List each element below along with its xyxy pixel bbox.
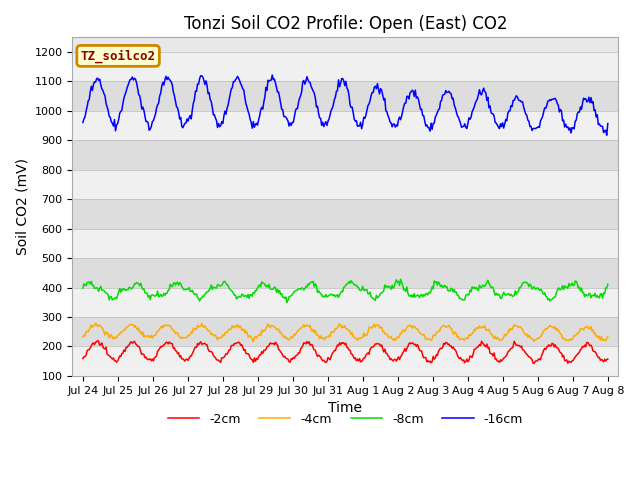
Bar bbox=[72, 288, 618, 317]
-2cm bbox=[79, 356, 87, 361]
-4cm bbox=[365, 324, 373, 330]
-4cm bbox=[333, 325, 341, 331]
-8cm bbox=[593, 293, 601, 299]
-4cm bbox=[593, 333, 601, 339]
-8cm bbox=[333, 293, 340, 299]
-16cm bbox=[364, 103, 372, 108]
Y-axis label: Soil CO2 (mV): Soil CO2 (mV) bbox=[15, 158, 29, 255]
-16cm bbox=[333, 88, 340, 94]
-16cm bbox=[604, 120, 612, 126]
-16cm bbox=[268, 72, 276, 78]
Bar bbox=[72, 82, 618, 111]
-2cm bbox=[94, 337, 102, 343]
-16cm bbox=[510, 97, 518, 103]
Line: -4cm: -4cm bbox=[83, 324, 608, 342]
-2cm bbox=[593, 353, 601, 359]
-2cm bbox=[333, 345, 340, 350]
-2cm bbox=[392, 358, 400, 364]
Bar bbox=[72, 258, 618, 288]
Legend: -2cm, -4cm, -8cm, -16cm: -2cm, -4cm, -8cm, -16cm bbox=[163, 408, 528, 431]
-2cm bbox=[604, 356, 612, 362]
-4cm bbox=[250, 339, 257, 345]
-8cm bbox=[604, 281, 612, 287]
Line: -2cm: -2cm bbox=[83, 340, 608, 363]
Line: -8cm: -8cm bbox=[83, 279, 608, 302]
-16cm bbox=[603, 132, 611, 138]
-16cm bbox=[79, 120, 87, 125]
Text: TZ_soilco2: TZ_soilco2 bbox=[81, 49, 156, 62]
Bar bbox=[72, 52, 618, 82]
-4cm bbox=[394, 334, 401, 340]
-4cm bbox=[79, 334, 87, 339]
-2cm bbox=[510, 338, 518, 344]
X-axis label: Time: Time bbox=[328, 401, 362, 415]
-8cm bbox=[283, 300, 291, 305]
-16cm bbox=[593, 114, 600, 120]
-4cm bbox=[330, 329, 338, 335]
-2cm bbox=[330, 349, 337, 355]
Bar bbox=[72, 347, 618, 376]
Bar bbox=[72, 228, 618, 258]
-8cm bbox=[330, 293, 337, 299]
-4cm bbox=[511, 323, 519, 328]
Bar bbox=[72, 140, 618, 170]
-8cm bbox=[511, 288, 519, 294]
Bar bbox=[72, 199, 618, 228]
Title: Tonzi Soil CO2 Profile: Open (East) CO2: Tonzi Soil CO2 Profile: Open (East) CO2 bbox=[184, 15, 507, 33]
Line: -16cm: -16cm bbox=[83, 75, 608, 135]
-16cm bbox=[392, 122, 400, 128]
Bar bbox=[72, 170, 618, 199]
Bar bbox=[72, 317, 618, 347]
-2cm bbox=[364, 350, 372, 356]
-2cm bbox=[531, 360, 538, 366]
-8cm bbox=[397, 276, 404, 282]
Bar bbox=[72, 111, 618, 140]
-8cm bbox=[364, 291, 372, 297]
-4cm bbox=[92, 321, 99, 326]
-16cm bbox=[330, 102, 337, 108]
-8cm bbox=[392, 277, 400, 283]
-8cm bbox=[79, 285, 87, 291]
-4cm bbox=[604, 334, 612, 339]
